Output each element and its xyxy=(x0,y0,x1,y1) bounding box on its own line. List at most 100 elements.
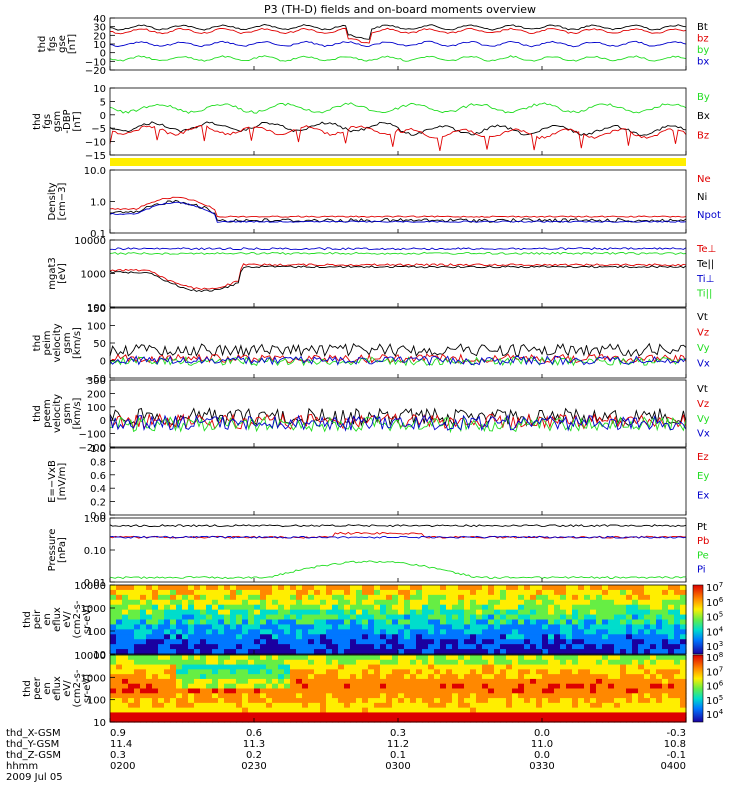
heatmap-cell xyxy=(572,664,579,670)
heatmap-cell xyxy=(572,698,579,704)
heatmap-cell xyxy=(206,649,213,655)
heatmap-cell xyxy=(656,609,663,616)
heatmap-cell xyxy=(500,707,507,714)
heatmap-cell xyxy=(350,664,357,670)
heatmap-cell xyxy=(218,693,225,699)
heatmap-cell xyxy=(392,702,399,709)
heatmap-cell xyxy=(398,717,405,723)
heatmap-cell xyxy=(488,698,495,704)
heatmap-cell xyxy=(410,688,417,694)
heatmap-cell xyxy=(596,644,603,650)
heatmap-cell xyxy=(656,589,663,596)
heatmap-cell xyxy=(242,674,249,680)
heatmap-cell xyxy=(470,688,477,694)
heatmap-cell xyxy=(386,664,393,670)
heatmap-cell xyxy=(590,712,597,718)
heatmap-cell xyxy=(668,604,675,611)
heatmap-cell xyxy=(464,589,471,596)
heatmap-cell xyxy=(416,664,423,670)
heatmap-cell xyxy=(572,688,579,694)
heatmap-cell xyxy=(254,674,261,680)
heatmap-cell xyxy=(188,707,195,714)
heatmap-cell xyxy=(158,639,165,645)
heatmap-cell xyxy=(398,693,405,699)
heatmap-cell xyxy=(146,707,153,714)
heatmap-cell xyxy=(392,717,399,723)
heatmap-cell xyxy=(206,693,213,699)
heatmap-cell xyxy=(596,589,603,596)
legend-label: Vx xyxy=(697,429,710,440)
heatmap-cell xyxy=(656,644,663,650)
heatmap-cell xyxy=(302,634,309,640)
heatmap-cell xyxy=(674,649,681,655)
heatmap-cell xyxy=(428,594,435,601)
heatmap-cell xyxy=(302,619,309,626)
heatmap-cell xyxy=(656,629,663,635)
heatmap-cell xyxy=(380,634,387,640)
heatmap-cell xyxy=(656,717,663,723)
heatmap-cell xyxy=(266,698,273,704)
heatmap-cell xyxy=(458,644,465,650)
heatmap-cell xyxy=(440,634,447,640)
heatmap-cell xyxy=(512,589,519,596)
heatmap-cell xyxy=(422,624,429,630)
heatmap-cell xyxy=(392,669,399,675)
heatmap-cell xyxy=(422,609,429,616)
heatmap-cell xyxy=(200,624,207,630)
heatmap-cell xyxy=(230,717,237,723)
heatmap-cell xyxy=(260,629,267,635)
heatmap-cell xyxy=(302,604,309,611)
heatmap-cell xyxy=(590,669,597,675)
heatmap-cell xyxy=(548,619,555,626)
heatmap-cell xyxy=(158,649,165,655)
heatmap-cell xyxy=(122,678,129,685)
series-line-Pt xyxy=(109,524,687,528)
heatmap-cell xyxy=(158,599,165,606)
heatmap-cell xyxy=(392,589,399,596)
series-line-Vy xyxy=(109,356,687,367)
heatmap-cell xyxy=(338,707,345,714)
heatmap-cell xyxy=(566,594,573,601)
heatmap-cell xyxy=(674,698,681,704)
heatmap-cell xyxy=(176,609,183,616)
heatmap-cell xyxy=(296,604,303,611)
heatmap-cell xyxy=(230,655,237,661)
footer-value: 0.0 xyxy=(534,728,550,739)
heatmap-cell xyxy=(464,702,471,709)
heatmap-cell xyxy=(374,659,381,666)
heatmap-cell xyxy=(116,683,123,690)
heatmap-cell xyxy=(476,717,483,723)
heatmap-cell xyxy=(584,712,591,718)
heatmap-cell xyxy=(638,594,645,601)
heatmap-cell xyxy=(290,683,297,690)
heatmap-cell xyxy=(134,717,141,723)
heatmap-cell xyxy=(242,664,249,670)
heatmap-cell xyxy=(590,614,597,621)
heatmap-cell xyxy=(206,659,213,666)
heatmap-cell xyxy=(284,674,291,680)
heatmap-cell xyxy=(488,599,495,606)
heatmap-cell xyxy=(224,594,231,601)
heatmap-cell xyxy=(116,669,123,675)
heatmap-cell xyxy=(158,614,165,621)
heatmap-cell xyxy=(662,589,669,596)
heatmap-cell xyxy=(344,639,351,645)
heatmap-cell xyxy=(422,629,429,635)
heatmap-cell xyxy=(356,634,363,640)
heatmap-cell xyxy=(248,589,255,596)
heatmap-cell xyxy=(566,678,573,685)
heatmap-cell xyxy=(524,609,531,616)
heatmap-cell xyxy=(248,674,255,680)
heatmap-cell xyxy=(620,634,627,640)
heatmap-cell xyxy=(560,634,567,640)
heatmap-cell xyxy=(356,589,363,596)
heatmap-cell xyxy=(554,634,561,640)
heatmap-cell xyxy=(524,604,531,611)
heatmap-cell xyxy=(140,609,147,616)
heatmap-cell xyxy=(212,594,219,601)
heatmap-cell xyxy=(470,619,477,626)
heatmap-cell xyxy=(398,599,405,606)
heatmap-cell xyxy=(518,649,525,655)
heatmap-cell xyxy=(350,717,357,723)
heatmap-cell xyxy=(326,655,333,661)
